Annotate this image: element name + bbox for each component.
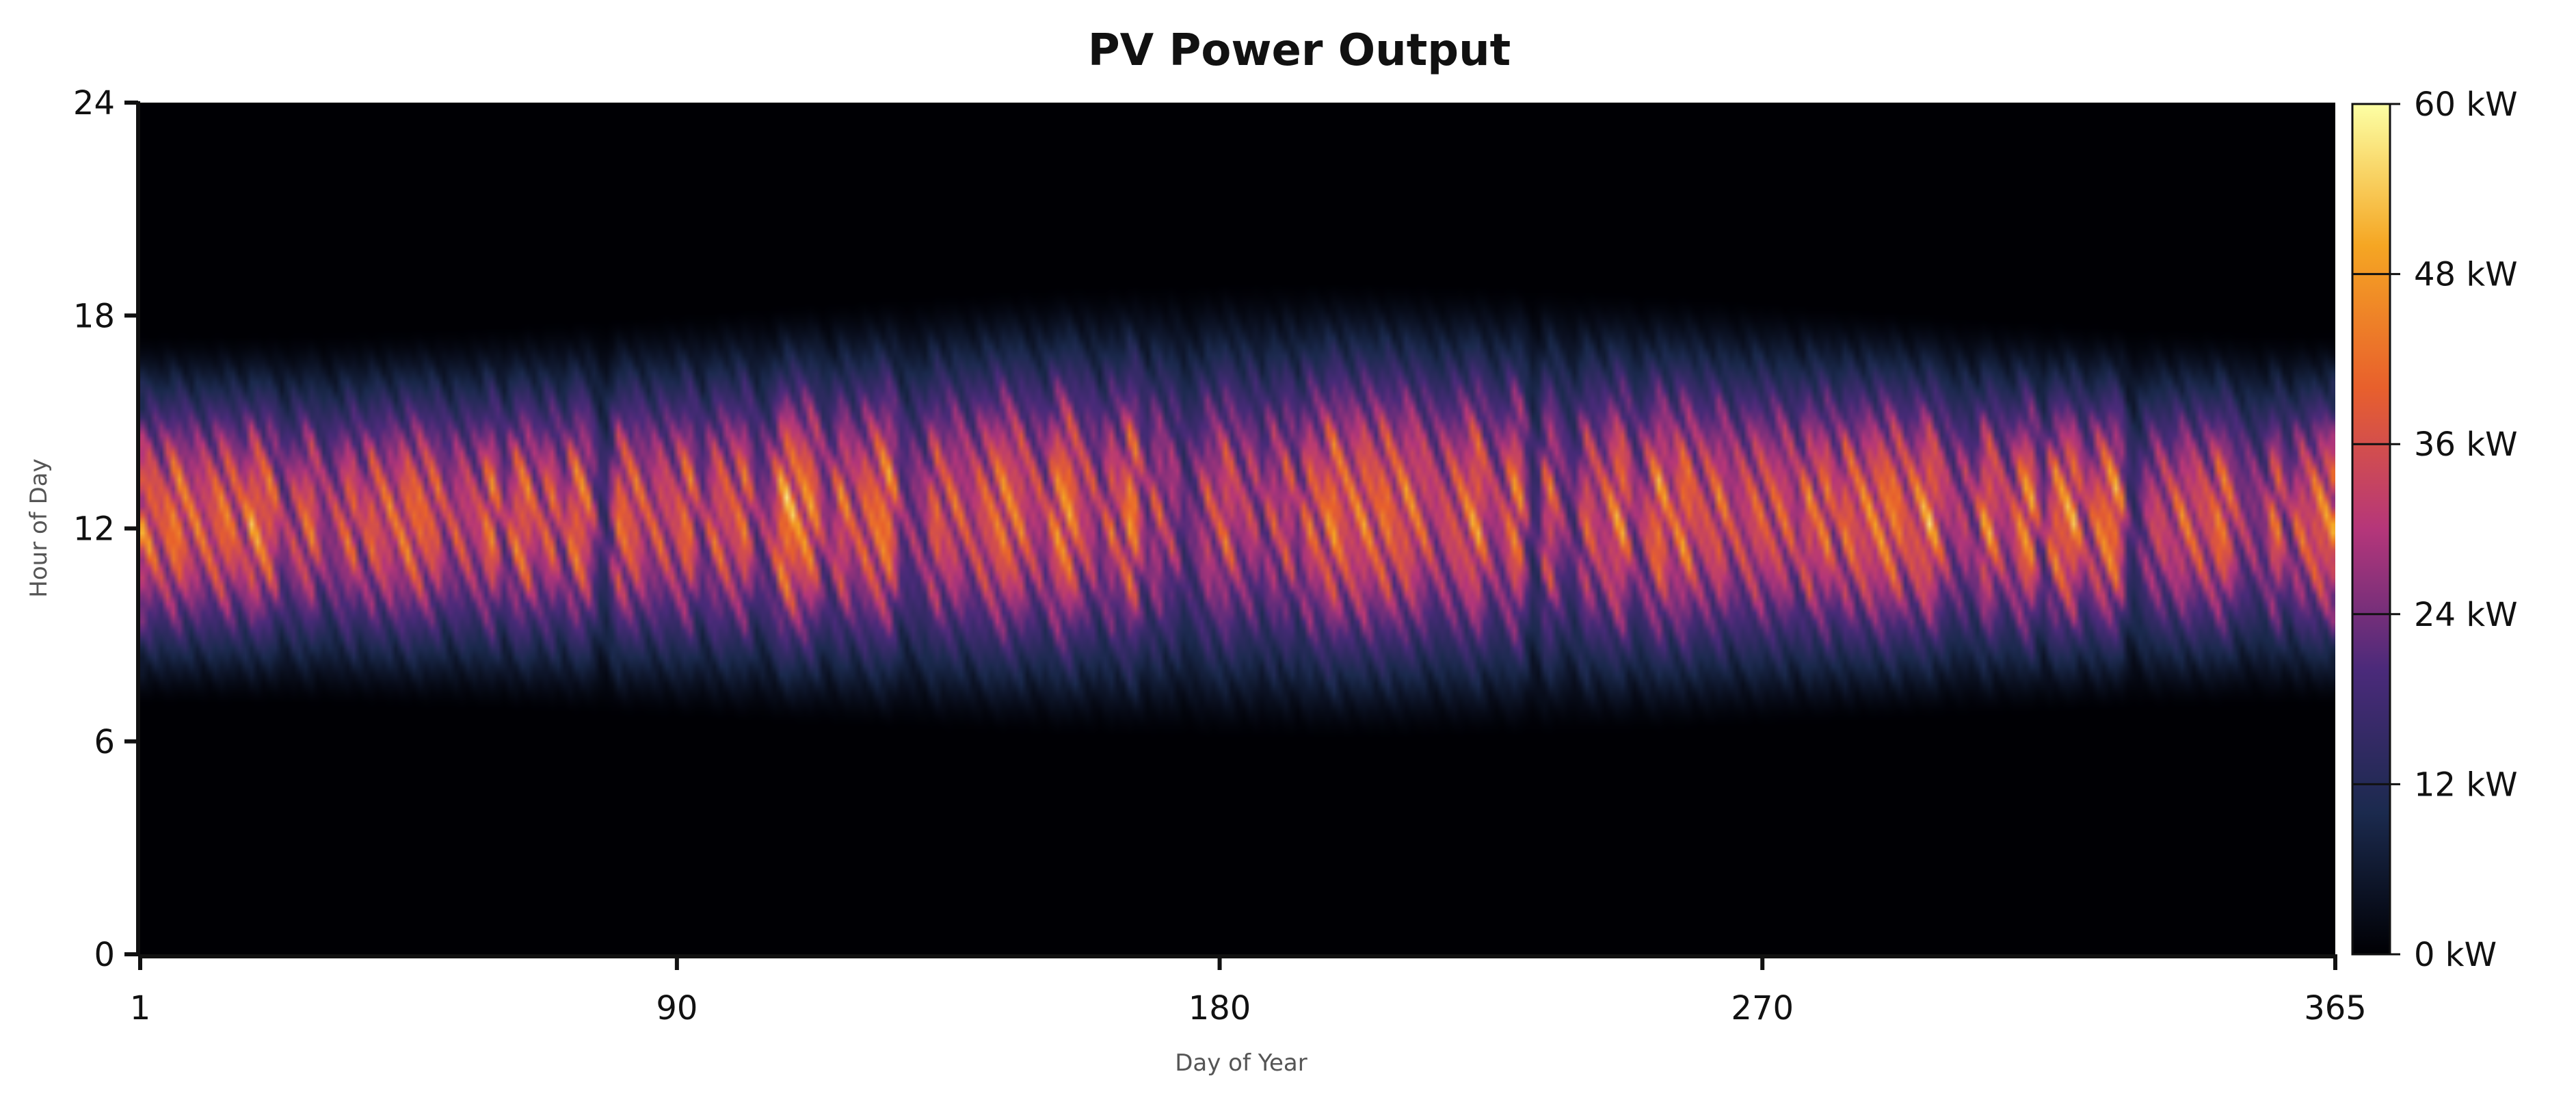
x-tick-label: 180: [1189, 989, 1251, 1027]
y-tick-label: 6: [94, 723, 115, 761]
x-tick-label: 1: [130, 989, 151, 1027]
heatmap-plot-area: [140, 103, 2335, 954]
chart-title: PV Power Output: [1088, 25, 1511, 76]
y-tick-label: 0: [94, 936, 115, 974]
colorbar-tick-label: 36 kW: [2414, 425, 2518, 464]
x-axis-label: Day of Year: [1175, 1049, 1307, 1077]
colorbar-tick-label: 60 kW: [2414, 86, 2518, 124]
x-tick-label: 270: [1731, 989, 1794, 1027]
x-tick-label: 90: [656, 989, 698, 1027]
colorbar-ticks: 0 kW 12 kW 24 kW 36 kW 48 kW 60 kW: [2352, 86, 2518, 974]
y-axis-ticks: 0 6 12 18 24: [73, 84, 138, 974]
y-tick-label: 12: [73, 510, 115, 549]
y-tick-label: 18: [73, 297, 115, 335]
heatmap-cells: [140, 103, 2335, 954]
colorbar-tick-label: 0 kW: [2414, 936, 2497, 974]
colorbar: 0 kW 12 kW 24 kW 36 kW 48 kW 60 kW: [2351, 86, 2518, 974]
colorbar-tick-label: 48 kW: [2414, 256, 2518, 294]
y-tick-label: 24: [73, 84, 115, 122]
colorbar-tick-label: 12 kW: [2414, 765, 2518, 804]
x-tick-label: 365: [2304, 989, 2367, 1027]
y-axis-label: Hour of Day: [25, 458, 53, 597]
colorbar-gradient: [2351, 103, 2391, 956]
x-axis-ticks: 1 90 180 270 365: [130, 956, 2367, 1027]
colorbar-tick-label: 24 kW: [2414, 596, 2518, 634]
